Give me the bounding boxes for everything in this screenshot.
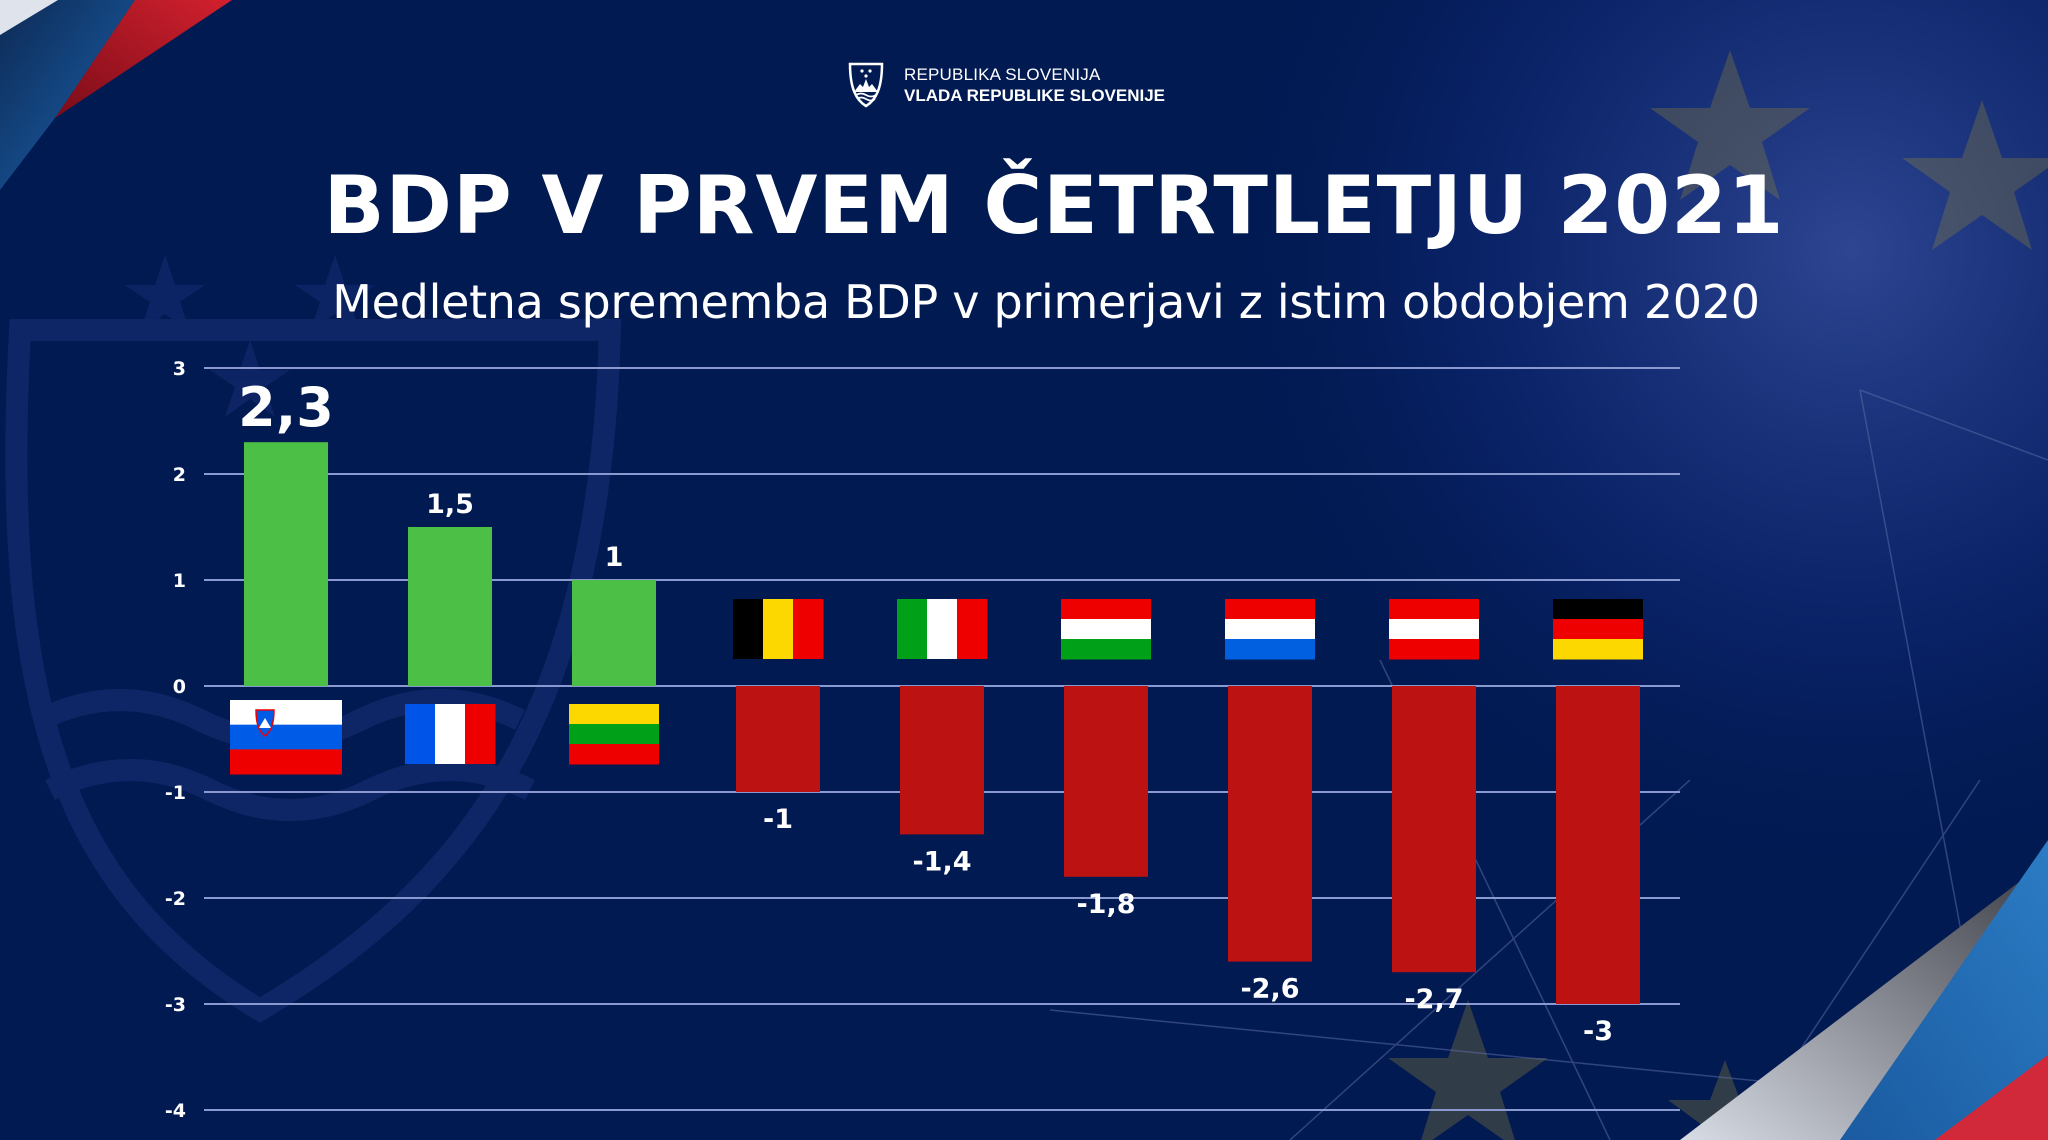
y-tick-label: -4 — [165, 1100, 186, 1122]
bar-hungary — [1064, 686, 1148, 877]
flag-hungary-icon — [1061, 599, 1151, 660]
y-tick-label: 0 — [173, 676, 186, 698]
value-label-germany: -3 — [1583, 1016, 1613, 1047]
flag-slovenia-icon — [230, 700, 342, 775]
flag-stripe — [1225, 619, 1315, 640]
flag-stripe — [733, 599, 764, 659]
flag-stripe — [1553, 639, 1643, 660]
flag-lithuania-icon — [569, 704, 659, 765]
flag-netherlands-icon — [1225, 599, 1315, 660]
bar-france — [408, 527, 492, 686]
flag-germany-icon — [1553, 599, 1643, 660]
bar-lithuania — [572, 580, 656, 686]
y-axis-ticks: 3 2 1 0 -1 -2 -3 -4 — [165, 358, 186, 1122]
bar-germany — [1556, 686, 1640, 1004]
y-tick-label: -2 — [165, 888, 186, 910]
bar-slovenia — [244, 442, 328, 686]
flag-stripe — [927, 599, 958, 659]
flag-stripe — [1389, 599, 1479, 620]
flag-stripe — [405, 704, 436, 764]
org-name-line1: REPUBLIKA SLOVENIJA — [904, 65, 1101, 84]
flag-stripe — [1389, 639, 1479, 660]
flag-stripe — [793, 599, 824, 659]
y-tick-label: 2 — [173, 464, 186, 486]
value-label-france: 1,5 — [426, 489, 474, 520]
value-label-italy: -1,4 — [912, 846, 971, 877]
value-label-netherlands: -2,6 — [1240, 974, 1299, 1005]
flag-stripe — [435, 704, 466, 764]
bar-austria — [1392, 686, 1476, 973]
flag-stripe — [569, 704, 659, 725]
y-tick-label: -3 — [165, 994, 186, 1016]
flag-stripe — [230, 700, 342, 726]
y-tick-label: 1 — [173, 570, 186, 592]
slovenian-coat-of-arms-icon — [848, 62, 884, 108]
org-name-line2: VLADA REPUBLIKE SLOVENIJE — [904, 86, 1166, 105]
y-tick-label: 3 — [173, 358, 186, 380]
flag-stripe — [897, 599, 928, 659]
flag-belgium-icon — [733, 599, 824, 659]
flag-france-icon — [405, 704, 496, 764]
value-label-belgium: -1 — [763, 804, 793, 835]
flag-stripe — [230, 724, 342, 750]
bar-netherlands — [1228, 686, 1312, 962]
bar-italy — [900, 686, 984, 835]
flag-stripe — [569, 724, 659, 745]
chart-title: BDP V PRVEM ČETRTLETJU 2021 — [323, 159, 1785, 252]
flag-stripe — [1061, 599, 1151, 620]
flag-stripe — [763, 599, 794, 659]
value-label-hungary: -1,8 — [1076, 889, 1135, 920]
country-flags — [230, 599, 1643, 775]
flag-austria-icon — [1389, 599, 1479, 660]
flag-stripe — [1553, 599, 1643, 620]
flag-stripe — [569, 744, 659, 765]
emblem-mountain — [259, 718, 271, 728]
y-tick-label: -1 — [165, 782, 186, 804]
flag-stripe — [230, 749, 342, 775]
value-label-slovenia: 2,3 — [238, 376, 334, 439]
value-label-lithuania: 1 — [605, 542, 624, 573]
value-label-austria: -2,7 — [1404, 984, 1463, 1015]
government-logo: REPUBLIKA SLOVENIJA VLADA REPUBLIKE SLOV… — [848, 60, 1165, 110]
flag-stripe — [1061, 639, 1151, 660]
bar-belgium — [736, 686, 820, 792]
flag-stripe — [1389, 619, 1479, 640]
flag-stripe — [1061, 619, 1151, 640]
flag-italy-icon — [897, 599, 988, 659]
bars — [244, 442, 1640, 1004]
value-labels: 2,3 1,5 1 -1 -1,4 -1,8 -2,6 -2,7 -3 — [238, 376, 1613, 1047]
flag-stripe — [1225, 599, 1315, 620]
flag-stripe — [465, 704, 496, 764]
flag-stripe — [957, 599, 988, 659]
chart-subtitle: Medletna sprememba BDP v primerjavi z is… — [332, 275, 1760, 329]
flag-stripe — [1553, 619, 1643, 640]
flag-stripe — [1225, 639, 1315, 660]
